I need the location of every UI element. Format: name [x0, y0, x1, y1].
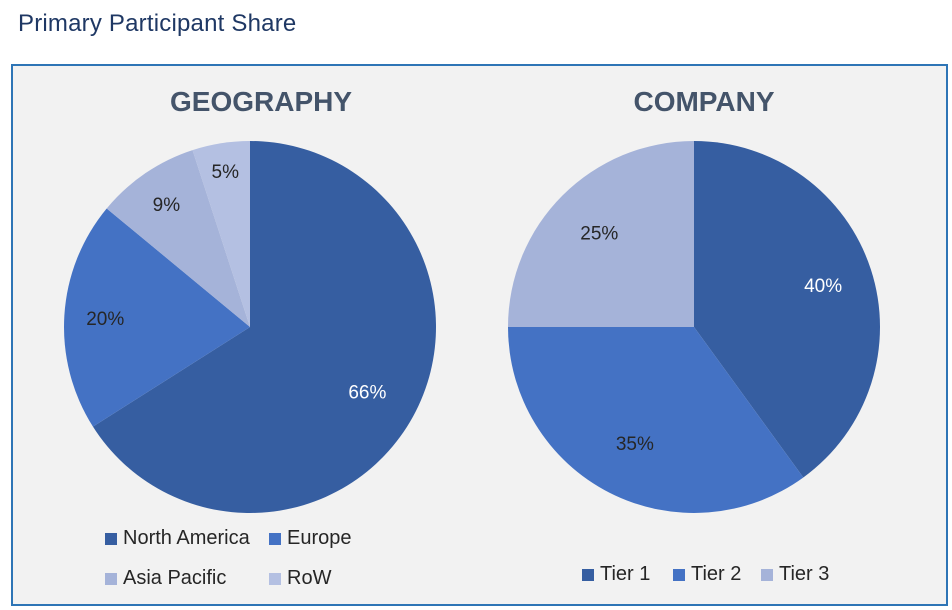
geography-pie-chart: 66% 20% 9% 5% [63, 141, 437, 513]
company-data-label-tier-2: 35% [616, 434, 654, 455]
geography-legend-north-america: North America [105, 527, 250, 550]
geography-legend-europe-label: Europe [287, 527, 352, 549]
geography-legend-north-america-label: North America [123, 527, 250, 549]
company-data-label-tier-1: 40% [804, 276, 842, 297]
company-slice-tier-2 [508, 327, 804, 513]
geography-slice-europe [63, 208, 251, 427]
geography-legend-asia-pacific-swatch [105, 572, 117, 585]
company-data-label-tier-3: 25% [580, 223, 618, 244]
geography-legend-asia-pacific-label: Asia Pacific [123, 567, 227, 589]
chart-panel: GEOGRAPHY COMPANY 66% 20% 9% 5% 40% 35% 25% N… [11, 64, 948, 606]
company-legend-tier-1: Tier 1 [582, 563, 650, 586]
company-legend-tier-1-label: Tier 1 [600, 563, 651, 585]
company-legend-tier-2: Tier 2 [673, 563, 741, 586]
geography-data-label-asia-pacific: 9% [153, 195, 181, 216]
company-slice-tier-3 [508, 141, 694, 327]
company-legend-tier-3: Tier 3 [761, 563, 829, 586]
company-legend-tier-2-label: Tier 2 [691, 563, 742, 585]
geography-legend-row: RoW [269, 567, 331, 590]
geography-legend-europe: Europe [269, 527, 352, 550]
geography-chart-title: GEOGRAPHY [169, 86, 353, 117]
company-legend-tier-1-swatch [582, 568, 594, 581]
geography-legend-row-label: RoW [287, 567, 332, 589]
geography-legend-europe-swatch [269, 532, 281, 545]
geography-data-label-row: 5% [212, 162, 240, 183]
company-legend-tier-3-label: Tier 3 [779, 563, 830, 585]
geography-legend-row-swatch [269, 572, 281, 585]
geography-data-label-north-america: 66% [348, 383, 386, 404]
geography-slice-row [192, 141, 250, 327]
company-slice-tier-1 [694, 141, 880, 478]
geography-legend-north-america-swatch [105, 532, 117, 545]
company-pie-chart: 40% 35% 25% [508, 141, 880, 513]
geography-legend-asia-pacific: Asia Pacific [105, 567, 226, 590]
geography-slice-north-america [92, 141, 437, 513]
company-legend-tier-2-swatch [673, 568, 685, 581]
geography-slice-asia-pacific [106, 150, 250, 327]
company-chart-title: COMPANY [633, 86, 775, 117]
company-legend-tier-3-swatch [761, 568, 773, 581]
geography-data-label-europe: 20% [86, 309, 124, 330]
page-title: Primary Participant Share [18, 10, 297, 37]
